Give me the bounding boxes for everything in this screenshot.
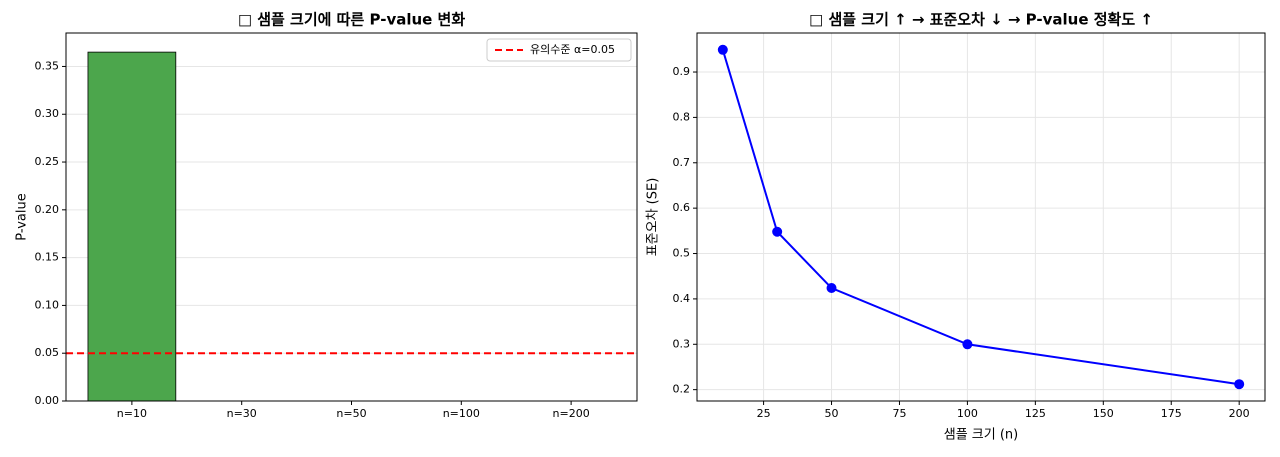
y-tick-label: 0.00 — [35, 394, 60, 407]
legend-box — [486, 38, 632, 62]
y-tick-label: 0.20 — [35, 203, 60, 216]
bar — [87, 51, 177, 402]
x-tick-label: n=100 — [443, 407, 480, 420]
chart-title: □ 샘플 크기 ↑ → 표준오차 ↓ → P-value 정확도 ↑ — [809, 11, 1153, 29]
chart-title: □ 샘플 크기에 따른 P-value 변화 — [238, 11, 466, 29]
y-tick-label: 0.4 — [673, 292, 691, 305]
point — [1234, 379, 1245, 390]
y-axis-label: P-value — [15, 193, 30, 240]
y-tick-label: 0.6 — [673, 201, 691, 214]
y-tick-label: 0.8 — [673, 110, 691, 123]
y-tick-label: 0.15 — [35, 251, 60, 264]
legend: 유의수준 α=0.05 — [486, 38, 632, 62]
x-axis-label: 샘플 크기 (n) — [944, 428, 1019, 443]
plot-frame — [696, 32, 1266, 402]
y-tick-label: 0.35 — [35, 59, 60, 72]
y-tick-label: 0.5 — [673, 247, 691, 260]
x-tick-label: 100 — [957, 407, 978, 420]
point — [962, 339, 973, 350]
y-tick-label: 0.10 — [35, 298, 60, 311]
legend-label: 유의수준 α=0.05 — [530, 43, 615, 56]
plot-frame — [65, 32, 638, 402]
y-tick-label: 0.3 — [673, 337, 691, 350]
y-tick-label: 0.05 — [35, 346, 60, 359]
y-tick-label: 0.30 — [35, 107, 60, 120]
x-tick-label: n=200 — [553, 407, 590, 420]
x-tick-label: 25 — [757, 407, 771, 420]
line — [721, 49, 1240, 386]
x-tick-label: 125 — [1025, 407, 1046, 420]
y-tick-label: 0.25 — [35, 155, 60, 168]
x-tick-label: 150 — [1093, 407, 1114, 420]
y-tick-label: 0.9 — [673, 65, 691, 78]
x-tick-label: n=10 — [117, 407, 147, 420]
x-tick-label: n=50 — [336, 407, 366, 420]
x-tick-label: 50 — [825, 407, 839, 420]
x-tick-label: n=30 — [227, 407, 257, 420]
x-tick-label: 175 — [1161, 407, 1182, 420]
point — [772, 226, 783, 237]
y-tick-label: 0.2 — [673, 383, 691, 396]
x-tick-label: 75 — [892, 407, 906, 420]
y-tick-label: 0.7 — [673, 156, 691, 169]
point — [826, 283, 837, 294]
y-axis-label: 표준오차 (SE) — [646, 178, 661, 257]
point — [717, 44, 728, 55]
x-tick-label: 200 — [1229, 407, 1250, 420]
